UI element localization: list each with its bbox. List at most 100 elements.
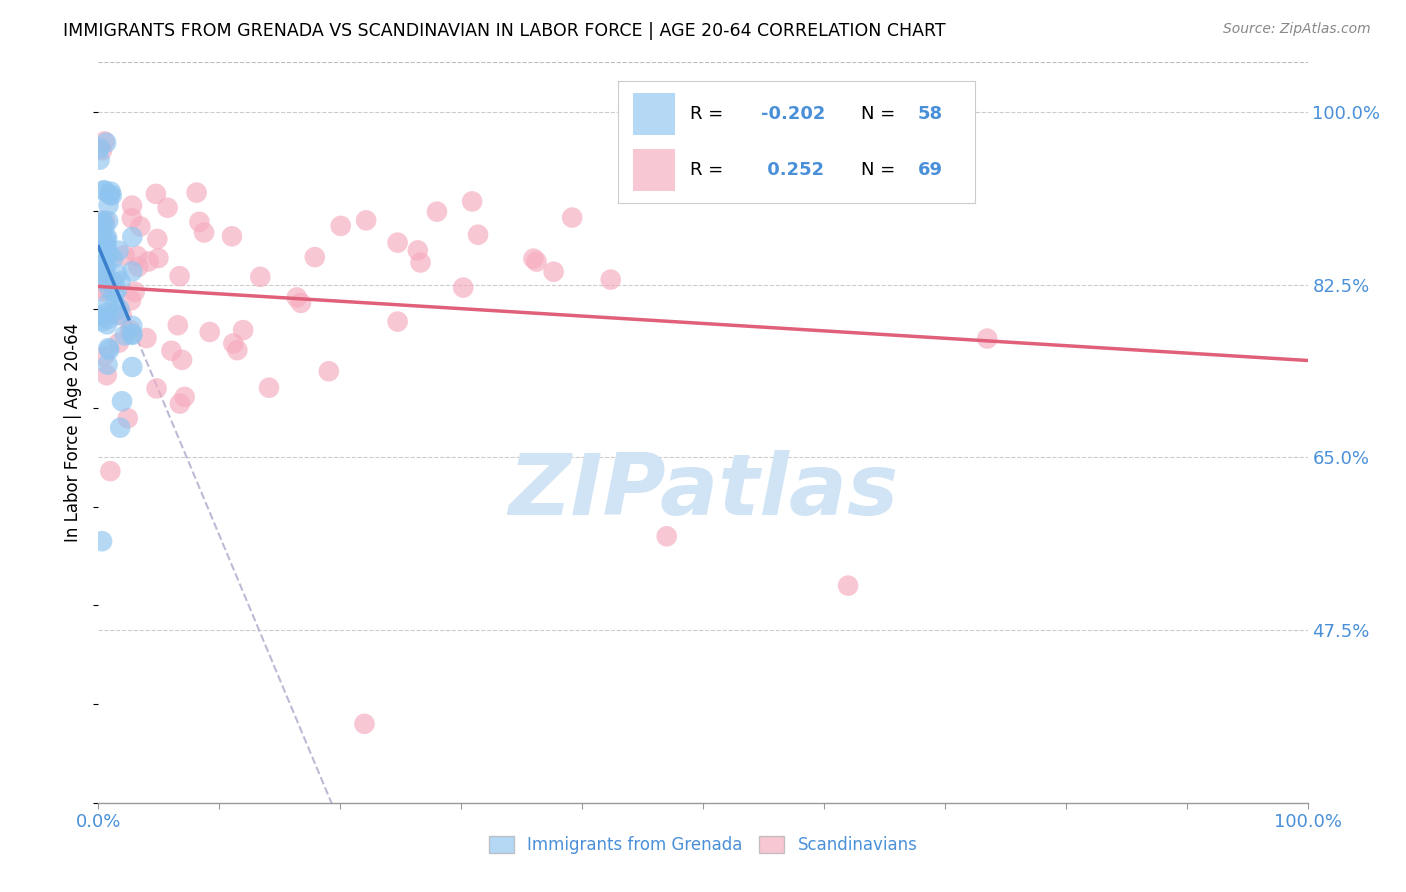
Point — [121, 359, 143, 374]
Point — [329, 219, 352, 233]
Point — [94, 136, 117, 150]
Point — [461, 194, 484, 209]
Point — [318, 364, 340, 378]
Point — [104, 296, 127, 310]
Point — [145, 186, 167, 201]
Point — [108, 302, 131, 317]
Point — [108, 420, 131, 434]
Point — [107, 244, 129, 258]
Text: IMMIGRANTS FROM GRENADA VS SCANDINAVIAN IN LABOR FORCE | AGE 20-64 CORRELATION C: IMMIGRANTS FROM GRENADA VS SCANDINAVIAN … — [63, 22, 946, 40]
Point — [93, 184, 115, 198]
Point — [89, 153, 111, 167]
Text: ZIPatlas: ZIPatlas — [508, 450, 898, 533]
Point — [90, 314, 112, 328]
Point — [121, 264, 143, 278]
Point — [426, 204, 449, 219]
Point — [160, 343, 183, 358]
Point — [96, 368, 118, 383]
Point — [91, 144, 114, 158]
Point — [98, 464, 121, 478]
Point — [976, 332, 998, 346]
Point — [97, 358, 120, 372]
Point — [100, 188, 122, 202]
Point — [467, 227, 489, 242]
Point — [103, 275, 125, 289]
Point — [146, 232, 169, 246]
Point — [91, 281, 114, 295]
Text: Source: ZipAtlas.com: Source: ZipAtlas.com — [1223, 22, 1371, 37]
Point — [91, 285, 114, 299]
Point — [96, 297, 118, 311]
Point — [169, 269, 191, 284]
Point — [169, 396, 191, 410]
Point — [98, 246, 121, 260]
Point — [89, 218, 111, 232]
Point — [121, 318, 143, 333]
Point — [138, 254, 160, 268]
Point — [387, 315, 409, 329]
Point — [105, 267, 128, 281]
Point — [121, 326, 143, 341]
Point — [257, 381, 280, 395]
Point — [166, 318, 188, 333]
Point — [91, 216, 114, 230]
Point — [127, 260, 149, 274]
Legend: Immigrants from Grenada, Scandinavians: Immigrants from Grenada, Scandinavians — [482, 830, 924, 861]
Point — [170, 352, 193, 367]
Point — [387, 235, 409, 250]
Point — [353, 716, 375, 731]
Point — [526, 254, 548, 268]
Point — [96, 318, 118, 332]
Point — [103, 285, 125, 300]
Point — [304, 250, 326, 264]
Point — [285, 290, 308, 304]
Point — [120, 323, 142, 337]
Point — [124, 285, 146, 299]
Point — [409, 255, 432, 269]
Point — [406, 244, 429, 258]
Point — [107, 308, 129, 322]
Point — [91, 534, 114, 549]
Point — [97, 341, 120, 355]
Point — [94, 214, 117, 228]
Point — [91, 244, 114, 259]
Point — [91, 257, 114, 271]
Point — [188, 215, 211, 229]
Point — [222, 336, 245, 351]
Point — [121, 230, 143, 244]
Y-axis label: In Labor Force | Age 20-64: In Labor Force | Age 20-64 — [65, 323, 83, 542]
Point — [121, 211, 143, 226]
Point — [90, 267, 112, 281]
Point — [451, 280, 474, 294]
Point — [96, 232, 118, 246]
Point — [117, 411, 139, 425]
Point — [758, 131, 780, 145]
Point — [114, 328, 136, 343]
Point — [135, 331, 157, 345]
Point — [97, 198, 120, 212]
Point — [129, 219, 152, 234]
Point — [94, 267, 117, 281]
Point — [173, 390, 195, 404]
Point — [111, 308, 134, 322]
Point — [110, 275, 132, 289]
Point — [354, 213, 377, 227]
Point — [93, 273, 115, 287]
Point — [599, 272, 621, 286]
Point — [100, 185, 122, 199]
Point — [111, 394, 134, 409]
Point — [94, 234, 117, 248]
Point — [96, 230, 118, 244]
Point — [93, 183, 115, 197]
Point — [96, 254, 118, 268]
Point — [98, 188, 121, 202]
Point — [290, 296, 312, 310]
Point — [105, 283, 128, 297]
Point — [156, 201, 179, 215]
Point — [221, 229, 243, 244]
Point — [98, 282, 121, 296]
Point — [101, 251, 124, 265]
Point — [89, 309, 111, 323]
Point — [186, 186, 208, 200]
Point — [89, 258, 111, 272]
